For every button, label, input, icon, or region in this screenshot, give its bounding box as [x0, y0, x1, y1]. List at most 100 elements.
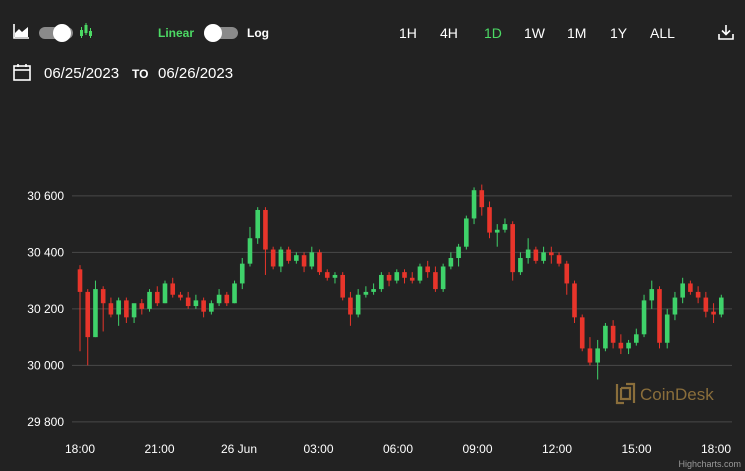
candle-body	[440, 266, 446, 290]
candle	[711, 303, 716, 323]
candle-body	[100, 289, 106, 304]
candle-body	[139, 303, 145, 309]
x-tick-label: 18:00	[65, 442, 95, 456]
candle-body	[525, 249, 531, 259]
candle-body	[154, 291, 160, 304]
candle	[371, 283, 376, 295]
candle-body	[487, 207, 492, 233]
candle	[695, 286, 701, 304]
candle	[456, 243, 461, 267]
linear-scale-label[interactable]: Linear	[158, 26, 195, 40]
coindesk-logo-icon	[615, 382, 636, 405]
candle-body	[433, 272, 438, 290]
candle	[147, 289, 152, 312]
candle-body	[541, 252, 546, 261]
candle	[610, 320, 616, 349]
candle-body	[688, 283, 693, 292]
candle-body	[641, 300, 647, 335]
candle-body	[618, 342, 624, 349]
candle-body	[301, 255, 307, 267]
range-button-1y[interactable]: 1Y	[610, 25, 628, 41]
candle-body	[533, 249, 539, 261]
candle	[618, 334, 624, 355]
candle-body	[409, 277, 415, 281]
candle-body	[93, 289, 98, 338]
candle-body	[263, 209, 268, 250]
calendar-icon[interactable]	[13, 63, 31, 81]
range-button-1d[interactable]: 1D	[484, 25, 502, 41]
candle	[464, 215, 469, 250]
candle	[162, 280, 168, 304]
candle	[641, 294, 647, 338]
candle-body	[556, 255, 562, 264]
range-button-4h[interactable]: 4H	[440, 25, 458, 41]
candle	[579, 314, 585, 352]
candle-body	[216, 294, 222, 304]
candle	[409, 272, 415, 284]
candle-body	[471, 190, 477, 219]
candle-body	[332, 274, 338, 278]
log-scale-label[interactable]: Log	[247, 26, 269, 40]
candle-body	[363, 291, 369, 295]
chart-type-toggle[interactable]	[39, 24, 73, 42]
candle-body	[549, 252, 554, 256]
candle	[525, 238, 531, 264]
date-from[interactable]: 06/25/2023	[44, 65, 120, 82]
watermark: CoinDesk	[615, 382, 714, 405]
candle	[440, 263, 446, 292]
candlestick-chart-icon[interactable]	[79, 22, 93, 39]
candle	[494, 224, 500, 247]
candle	[510, 221, 515, 281]
candle	[116, 297, 121, 326]
candle-body	[116, 300, 121, 315]
candle	[216, 289, 222, 307]
candle	[363, 286, 369, 298]
candle	[572, 280, 577, 323]
candle	[433, 266, 438, 292]
candle	[294, 252, 299, 264]
date-to[interactable]: 06/26/2023	[158, 65, 234, 82]
candle	[703, 291, 709, 318]
candle	[139, 298, 145, 315]
watermark-text: CoinDesk	[640, 385, 714, 404]
candle-body	[147, 291, 152, 309]
candle	[688, 280, 693, 295]
range-button-all[interactable]: ALL	[650, 25, 675, 41]
candle	[85, 289, 91, 366]
y-tick-label: 29 800	[27, 415, 64, 429]
range-button-1m[interactable]: 1M	[567, 25, 587, 41]
candle	[178, 291, 183, 301]
candle	[487, 201, 492, 239]
candle	[549, 246, 554, 264]
range-button-1h[interactable]: 1H	[399, 25, 417, 41]
candle-body	[371, 289, 376, 292]
candle-body	[672, 297, 678, 315]
candle-body	[572, 283, 577, 318]
candle	[201, 297, 206, 318]
candle-body	[247, 238, 253, 264]
credits-text[interactable]: Highcharts.com	[678, 459, 741, 469]
candle-body	[579, 317, 585, 349]
candle-body	[379, 274, 384, 290]
candle-body	[425, 266, 430, 273]
scale-toggle[interactable]	[204, 24, 238, 42]
candle-body	[270, 249, 276, 267]
candle-body	[603, 325, 608, 349]
candle	[541, 246, 546, 264]
candle	[386, 272, 392, 287]
candle	[394, 269, 400, 284]
x-axis-labels: 18:00 21:00 26 Jun 03:00 06:00 09:00 12:00 15:0…	[65, 442, 731, 456]
range-button-1w[interactable]: 1W	[524, 25, 545, 41]
area-chart-icon[interactable]	[13, 23, 30, 39]
candle	[348, 291, 353, 326]
candle	[232, 280, 237, 304]
candle-body	[108, 303, 114, 315]
download-icon[interactable]	[718, 24, 734, 40]
candle	[170, 277, 176, 298]
candle-body	[680, 283, 685, 298]
candle	[587, 337, 593, 366]
candle-body	[626, 342, 631, 349]
candle-body	[402, 272, 407, 278]
candle-body	[518, 258, 523, 273]
